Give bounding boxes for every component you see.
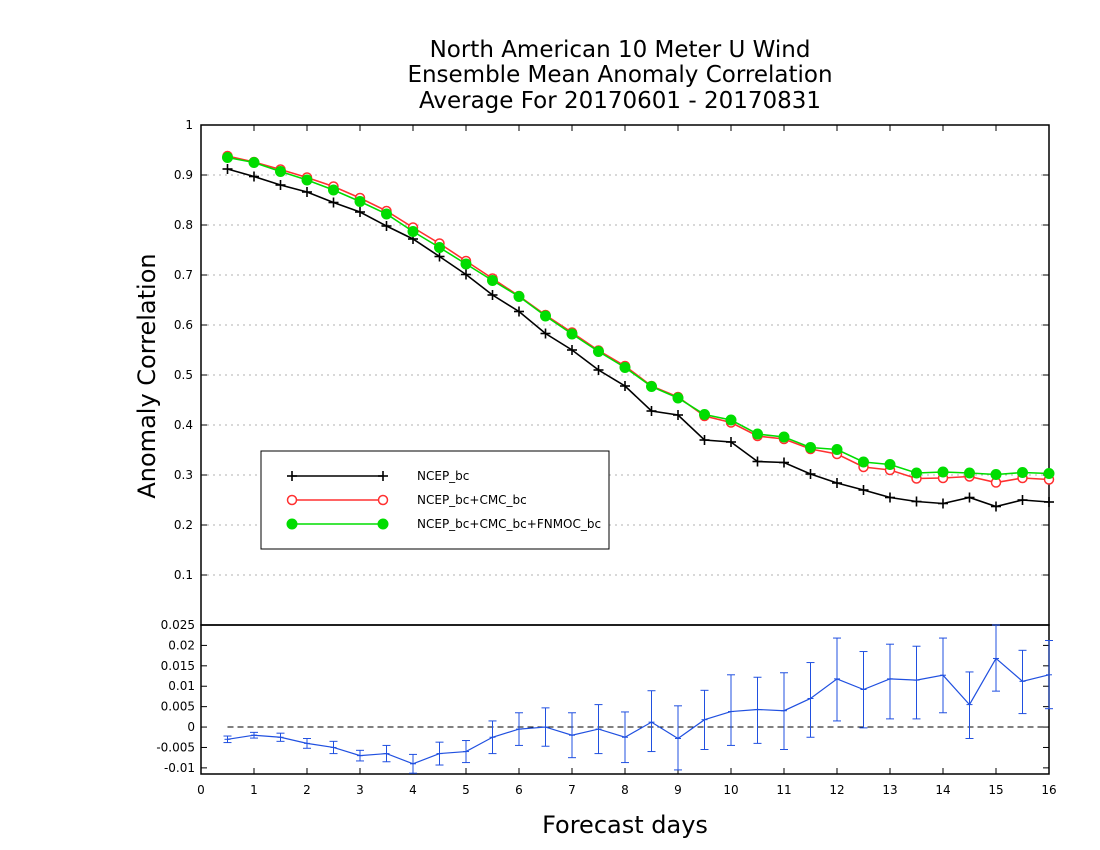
point-2-7 <box>407 226 419 237</box>
axes-layer: 0.1 0.2 0.3 0.4 0.5 0.6 0.7 0.8 0.9 1 -0.01 -0.005 0… <box>156 118 1056 797</box>
point-2-8 <box>434 242 445 253</box>
point-2-26 <box>911 467 922 479</box>
point-2-9 <box>460 258 472 270</box>
y-tick-label-1: 1 <box>185 118 193 132</box>
x-tick-label-5: 5 <box>462 783 470 797</box>
point-2-5 <box>354 196 366 207</box>
point-2-1 <box>248 157 260 168</box>
diff-y-tick-label-0: 0 <box>187 720 195 734</box>
diff-y-tick-label-0.015: 0.015 <box>161 659 195 673</box>
point-2-14 <box>593 346 604 357</box>
diff-y-tick-label--0.005: -0.005 <box>156 740 195 754</box>
point-2-30 <box>1017 467 1028 478</box>
point-2-18 <box>699 409 710 420</box>
x-tick-label-11: 11 <box>776 783 791 797</box>
y-tick-label-0.5: 0.5 <box>174 368 193 382</box>
legend-marker-2-1 <box>377 518 389 530</box>
x-tick-label-10: 10 <box>723 783 738 797</box>
x-tick-label-15: 15 <box>988 783 1003 797</box>
grid-layer <box>201 174 1049 728</box>
legend-label-2: NCEP_bc+CMC_bc+FNMOC_bc <box>417 517 601 531</box>
x-tick-label-0: 0 <box>197 783 205 797</box>
diff-y-tick-label--0.01: -0.01 <box>164 761 195 775</box>
legend-label-1: NCEP_bc+CMC_bc <box>417 493 527 507</box>
diff-y-tick-label-0.005: 0.005 <box>161 700 195 714</box>
legend: NCEP_bc NCEP_bc+CMC_bc NCEP_bc+CMC_bc+FNMO… <box>260 450 610 550</box>
data-layer <box>222 150 1055 774</box>
x-tick-label-1: 1 <box>250 783 258 797</box>
series-line-1 <box>227 155 1050 484</box>
point-2-29 <box>990 469 1002 480</box>
point-2-10 <box>487 275 498 286</box>
x-axis-label: Forecast days <box>542 811 708 839</box>
x-tick-label-13: 13 <box>882 783 897 797</box>
chart-title-line-3: Average For 20170601 - 20170831 <box>418 88 822 114</box>
point-2-0 <box>222 152 233 163</box>
series-line-2 <box>227 156 1050 476</box>
diff-y-tick-label-0.01: 0.01 <box>168 679 195 693</box>
point-2-11 <box>513 291 525 302</box>
x-tick-label-9: 9 <box>674 783 682 797</box>
series-2 <box>222 152 1055 480</box>
point-2-6 <box>381 208 392 220</box>
legend-label-0: NCEP_bc <box>417 469 469 483</box>
y-tick-label-0.1: 0.1 <box>174 568 193 582</box>
x-tick-label-2: 2 <box>303 783 311 797</box>
legend-marker-1-1 <box>377 494 389 506</box>
difference-series <box>223 624 1053 774</box>
x-tick-label-3: 3 <box>356 783 364 797</box>
point-2-22 <box>805 442 816 453</box>
x-tick-label-12: 12 <box>829 783 844 797</box>
y-tick-label-0.6: 0.6 <box>174 318 193 332</box>
legend-marker-1-0 <box>286 494 298 506</box>
x-tick-label-7: 7 <box>568 783 576 797</box>
point-2-15 <box>619 362 631 373</box>
point-2-31 <box>1043 468 1055 479</box>
difference-line <box>227 657 1050 765</box>
point-2-27 <box>937 466 949 478</box>
point-2-24 <box>858 456 869 468</box>
point-2-20 <box>752 428 763 440</box>
y-axis-label: Anomaly Correlation <box>133 253 161 498</box>
point-2-4 <box>328 184 339 196</box>
point-2-13 <box>566 328 578 340</box>
y-tick-label-0.4: 0.4 <box>174 418 193 432</box>
diff-y-tick-label-0.025: 0.025 <box>161 618 195 632</box>
y-tick-label-0.7: 0.7 <box>174 268 193 282</box>
y-tick-label-0.9: 0.9 <box>174 168 193 182</box>
y-tick-label-0.3: 0.3 <box>174 468 193 482</box>
chart-title-line-2: Ensemble Mean Anomaly Correlation <box>407 62 833 88</box>
chart-title-line-1: North American 10 Meter U Wind <box>429 37 811 63</box>
y-tick-label-0.8: 0.8 <box>174 218 193 232</box>
point-2-25 <box>884 459 896 470</box>
point-2-12 <box>540 310 551 322</box>
point-2-2 <box>275 166 286 177</box>
point-2-3 <box>301 174 313 186</box>
point-2-28 <box>964 467 975 479</box>
series-1 <box>222 150 1055 488</box>
point-2-21 <box>778 431 790 443</box>
point-2-16 <box>646 381 657 392</box>
x-tick-label-8: 8 <box>621 783 629 797</box>
x-tick-label-4: 4 <box>409 783 417 797</box>
y-tick-label-0.2: 0.2 <box>174 518 193 532</box>
legend-marker-2-0 <box>286 518 298 530</box>
point-2-23 <box>831 444 843 455</box>
x-tick-label-16: 16 <box>1041 783 1056 797</box>
x-tick-label-14: 14 <box>935 783 950 797</box>
x-tick-label-6: 6 <box>515 783 523 797</box>
diff-y-tick-label-0.02: 0.02 <box>168 638 195 652</box>
point-2-17 <box>672 392 684 404</box>
point-2-19 <box>725 414 737 426</box>
